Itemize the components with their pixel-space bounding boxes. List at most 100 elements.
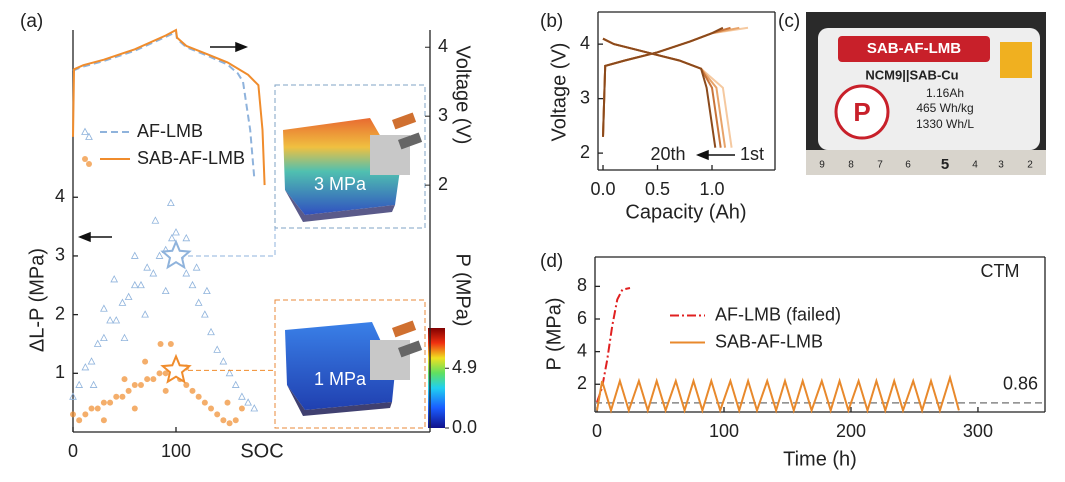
marker [82,411,89,418]
colorbar [428,328,445,428]
y-tick-label: 6 [577,308,587,328]
marker [189,387,196,394]
marker [121,376,128,383]
annotation: 3 MPa [314,174,367,194]
svg-text:P: P [853,97,870,127]
y2-axis-label: Voltage (V) [452,46,474,145]
x-tick-label: 0 [68,441,78,461]
marker [70,411,76,418]
marker [231,380,240,388]
x-tick-label: 100 [709,421,739,441]
marker [232,417,239,424]
marker [143,263,152,271]
legend-label: SAB-AF-LMB [137,148,245,168]
photo-text: 1.16Ah [926,86,964,100]
data-line [596,374,960,414]
y2-tick-label: 3 [438,105,448,125]
marker [142,358,149,365]
marker [125,387,132,394]
x-tick-label: 0.0 [590,179,615,199]
marker [213,345,222,353]
data-line [602,37,722,148]
ruler-number: 8 [848,160,854,171]
x-tick-label: 100 [161,441,191,461]
x-axis-label: Capacity (Ah) [625,201,746,223]
colorbar-tick-label: 0.0 [452,417,477,437]
y-tick-label: 1 [55,362,65,382]
marker [162,370,169,377]
marker [100,304,108,312]
cell-render [285,320,423,416]
ruler-number: 2 [1027,160,1033,171]
marker [131,405,138,412]
cell-render [283,112,423,222]
marker [172,228,180,236]
marker [207,327,215,336]
inset-box [274,299,426,429]
marker [131,382,138,389]
data-line [602,26,724,137]
y-tick-label: 4 [55,186,65,206]
x-tick-label: 1.0 [699,179,724,199]
marker [161,286,170,295]
annotation: 1st [740,144,764,164]
marker [93,339,102,347]
ruler-number: 7 [877,160,883,171]
x-tick-label: 0.5 [645,179,670,199]
marker [149,269,158,277]
annotation: 1 MPa [314,369,367,389]
legend-label: AF-LMB (failed) [715,304,841,324]
panel-label: (c) [778,11,800,32]
marker [208,405,215,412]
marker [214,411,221,418]
marker [157,340,164,347]
marker [100,417,107,424]
y-tick-label: 2 [55,303,65,323]
marker [118,298,127,306]
marker [156,370,163,377]
marker [89,380,98,388]
marker [219,357,228,365]
photo-text: 1330 Wh/L [916,117,974,131]
marker [224,399,231,406]
marker [81,127,89,135]
marker [100,399,107,406]
marker [82,156,88,162]
marker [130,251,139,259]
x-axis-label: Time (h) [783,448,857,470]
y-tick-label: 3 [580,87,590,107]
y-axis-label: ΔL-P (MPa) [26,248,48,352]
marker [238,405,245,412]
marker [130,280,139,289]
ruler-number: 3 [998,160,1004,171]
marker [183,382,190,389]
y2-tick-label: 2 [438,174,448,194]
marker [86,161,92,167]
marker [88,405,95,412]
leader-line [188,228,276,257]
ruler-number: 6 [905,160,911,171]
marker [201,399,208,406]
marker [119,393,126,400]
colorbar-tick-label: 4.9 [452,357,477,377]
marker [150,376,157,383]
marker [226,420,233,427]
marker [167,340,174,347]
marker [203,286,211,295]
marker [155,251,164,259]
star [160,239,192,270]
annotation: CTM [981,261,1020,281]
marker [188,280,197,289]
reference-label: 0.86 [1003,374,1038,394]
star [160,353,192,384]
marker [166,198,175,207]
marker [168,233,176,242]
data-line [602,37,717,148]
photo-text: NCM9||SAB-Cu [865,67,958,82]
panel-label: (a) [20,11,43,32]
marker [120,333,129,342]
marker [87,357,96,365]
y-tick-label: 2 [580,142,590,162]
marker [137,382,144,389]
